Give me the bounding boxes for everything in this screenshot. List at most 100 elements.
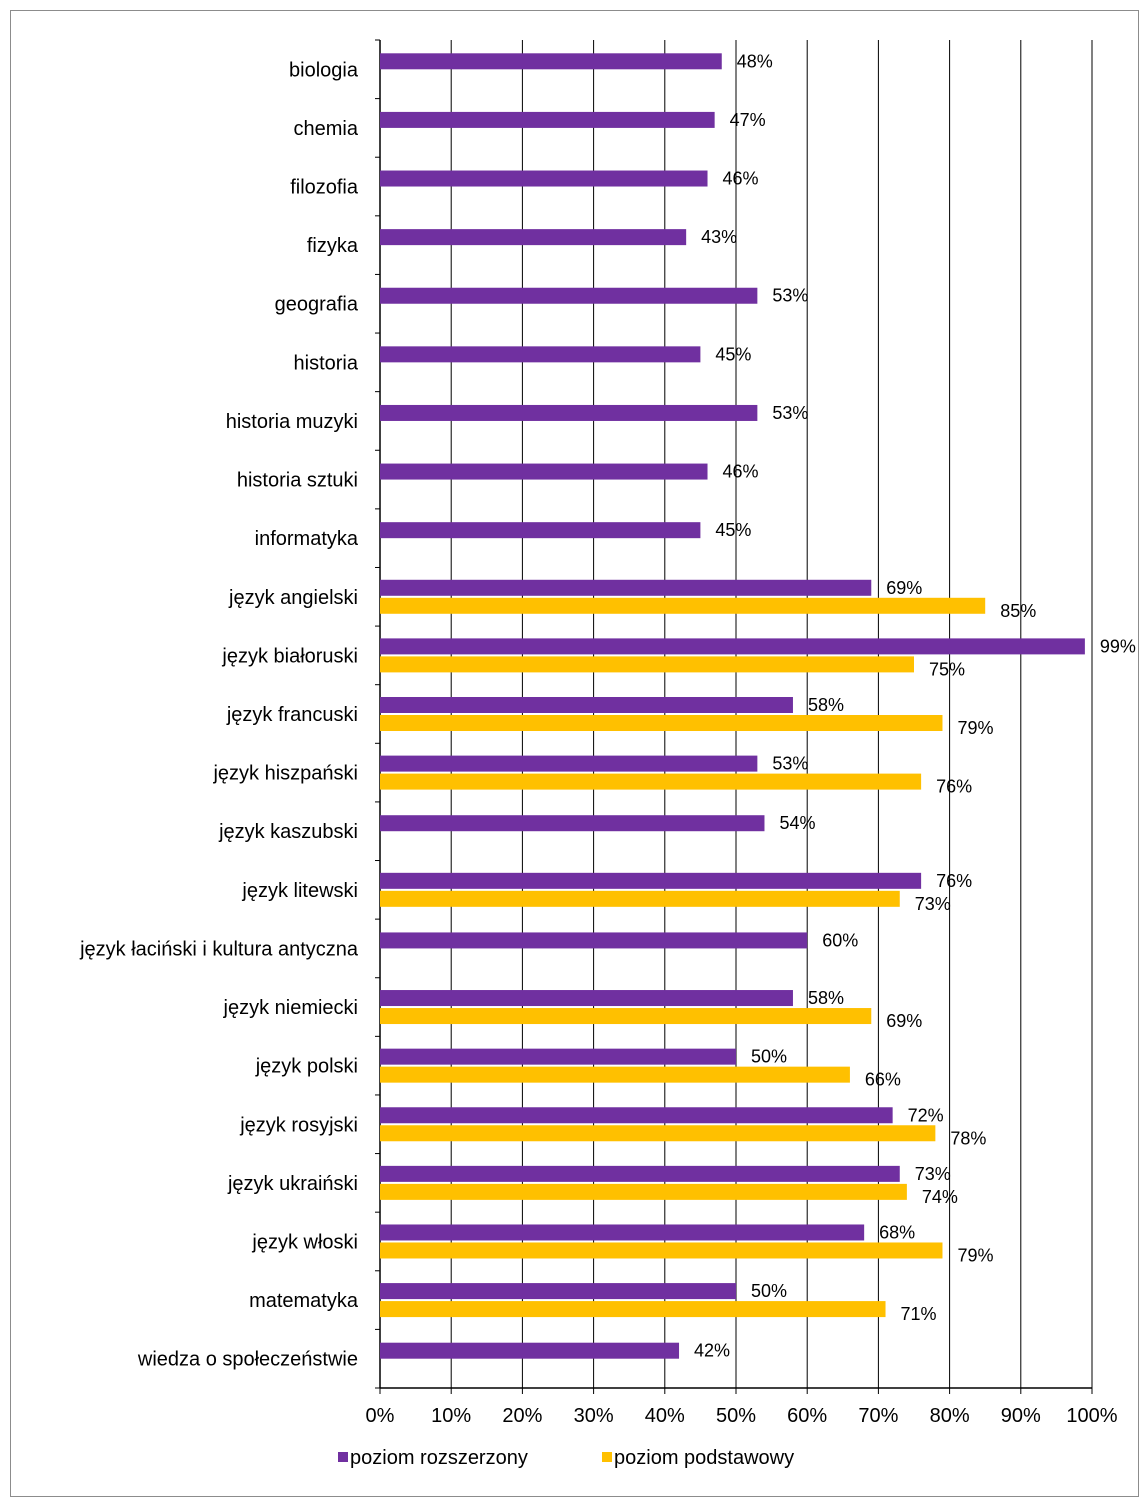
value-label-podstawowy-17: 66% — [865, 1070, 901, 1090]
category-label-2: filozofia — [290, 177, 359, 199]
bar-rozszerzony-20 — [380, 1224, 865, 1241]
category-label-7: historia sztuki — [237, 470, 358, 492]
legend-swatch-podstawowy — [602, 1452, 612, 1462]
legend-swatch-rozszerzony — [338, 1452, 348, 1462]
value-label-rozszerzony-1: 47% — [730, 110, 766, 130]
value-label-rozszerzony-16: 58% — [808, 988, 844, 1008]
value-label-rozszerzony-8: 45% — [715, 520, 751, 540]
category-label-22: wiedza o społeczeństwie — [137, 1349, 358, 1371]
bar-rozszerzony-13 — [380, 815, 765, 832]
value-label-rozszerzony-20: 68% — [879, 1222, 915, 1242]
x-tick-label-8: 80% — [930, 1405, 970, 1427]
bar-podstawowy-10 — [380, 656, 914, 673]
bar-rozszerzony-21 — [380, 1283, 736, 1300]
x-tick-label-3: 30% — [574, 1405, 614, 1427]
bar-rozszerzony-8 — [380, 522, 701, 539]
legend-label-podstawowy: poziom podstawowy — [614, 1447, 794, 1469]
category-label-3: fizyka — [307, 235, 359, 257]
bar-rozszerzony-15 — [380, 932, 808, 949]
category-label-6: historia muzyki — [226, 411, 358, 433]
bar-rozszerzony-9 — [380, 579, 872, 596]
value-label-rozszerzony-9: 69% — [886, 578, 922, 598]
x-tick-label-4: 40% — [645, 1405, 685, 1427]
bar-podstawowy-17 — [380, 1066, 850, 1083]
value-label-podstawowy-10: 75% — [929, 659, 965, 679]
value-label-rozszerzony-15: 60% — [822, 930, 858, 950]
x-tick-label-10: 100% — [1066, 1405, 1117, 1427]
category-label-14: język litewski — [241, 880, 358, 902]
value-label-rozszerzony-14: 76% — [936, 871, 972, 891]
category-label-8: informatyka — [255, 528, 359, 550]
category-label-16: język niemiecki — [223, 997, 358, 1019]
category-label-12: język hiszpański — [212, 763, 358, 785]
value-label-rozszerzony-17: 50% — [751, 1047, 787, 1067]
category-label-4: geografia — [275, 294, 359, 316]
value-label-rozszerzony-19: 73% — [915, 1164, 951, 1184]
value-label-podstawowy-12: 76% — [936, 777, 972, 797]
category-label-9: język angielski — [228, 587, 358, 609]
value-label-rozszerzony-2: 46% — [723, 169, 759, 189]
category-label-0: biologia — [289, 59, 359, 81]
x-tick-label-9: 90% — [1001, 1405, 1041, 1427]
category-label-19: język ukraiński — [227, 1173, 358, 1195]
bar-rozszerzony-4 — [380, 287, 758, 304]
bar-rozszerzony-3 — [380, 229, 687, 246]
value-label-rozszerzony-12: 53% — [772, 754, 808, 774]
value-label-rozszerzony-21: 50% — [751, 1281, 787, 1301]
x-tick-label-7: 70% — [858, 1405, 898, 1427]
bar-podstawowy-16 — [380, 1008, 872, 1025]
category-label-21: matematyka — [249, 1290, 359, 1312]
bar-rozszerzony-1 — [380, 111, 715, 128]
bar-rozszerzony-10 — [380, 638, 1085, 655]
category-label-1: chemia — [294, 118, 359, 140]
bar-podstawowy-18 — [380, 1125, 936, 1142]
value-label-podstawowy-19: 74% — [922, 1187, 958, 1207]
bar-rozszerzony-11 — [380, 697, 793, 713]
bar-podstawowy-12 — [380, 773, 922, 790]
x-tick-label-2: 20% — [502, 1405, 542, 1427]
x-tick-label-5: 50% — [716, 1405, 756, 1427]
value-label-podstawowy-20: 79% — [957, 1245, 993, 1265]
x-tick-label-0: 0% — [366, 1405, 395, 1427]
category-label-10: język białoruski — [221, 645, 358, 667]
bar-rozszerzony-22 — [380, 1342, 680, 1359]
category-label-5: historia — [294, 352, 359, 374]
value-label-rozszerzony-3: 43% — [701, 227, 737, 247]
value-label-podstawowy-14: 73% — [915, 894, 951, 914]
bar-podstawowy-9 — [380, 597, 986, 614]
bar-rozszerzony-18 — [380, 1107, 893, 1124]
bar-rozszerzony-0 — [380, 53, 722, 70]
value-label-rozszerzony-7: 46% — [723, 462, 759, 482]
value-label-rozszerzony-22: 42% — [694, 1341, 730, 1361]
x-tick-label-6: 60% — [787, 1405, 827, 1427]
bar-rozszerzony-7 — [380, 463, 708, 480]
category-label-11: język francuski — [226, 704, 358, 726]
bar-podstawowy-11 — [380, 715, 943, 731]
value-label-rozszerzony-6: 53% — [772, 403, 808, 423]
value-label-podstawowy-16: 69% — [886, 1011, 922, 1031]
value-label-rozszerzony-13: 54% — [779, 813, 815, 833]
bar-podstawowy-14 — [380, 890, 900, 907]
bar-podstawowy-20 — [380, 1242, 943, 1259]
value-label-rozszerzony-11: 58% — [808, 695, 844, 715]
bar-rozszerzony-19 — [380, 1165, 900, 1182]
bar-rozszerzony-16 — [380, 990, 793, 1007]
value-label-podstawowy-21: 71% — [901, 1304, 937, 1324]
bar-rozszerzony-6 — [380, 404, 758, 421]
value-label-rozszerzony-10: 99% — [1100, 636, 1136, 656]
value-label-podstawowy-18: 78% — [950, 1128, 986, 1148]
value-label-podstawowy-11: 79% — [957, 718, 993, 738]
value-label-rozszerzony-5: 45% — [715, 344, 751, 364]
value-label-rozszerzony-18: 72% — [908, 1105, 944, 1125]
value-label-rozszerzony-0: 48% — [737, 51, 773, 71]
value-label-rozszerzony-4: 53% — [772, 286, 808, 306]
bar-rozszerzony-14 — [380, 872, 922, 889]
category-label-17: język polski — [255, 1056, 358, 1078]
bar-rozszerzony-2 — [380, 170, 708, 187]
bar-podstawowy-19 — [380, 1183, 907, 1200]
category-label-13: język kaszubski — [218, 821, 358, 843]
x-tick-label-1: 10% — [431, 1405, 471, 1427]
category-label-15: język łaciński i kultura antyczna — [79, 938, 359, 960]
bar-podstawowy-21 — [380, 1301, 886, 1318]
